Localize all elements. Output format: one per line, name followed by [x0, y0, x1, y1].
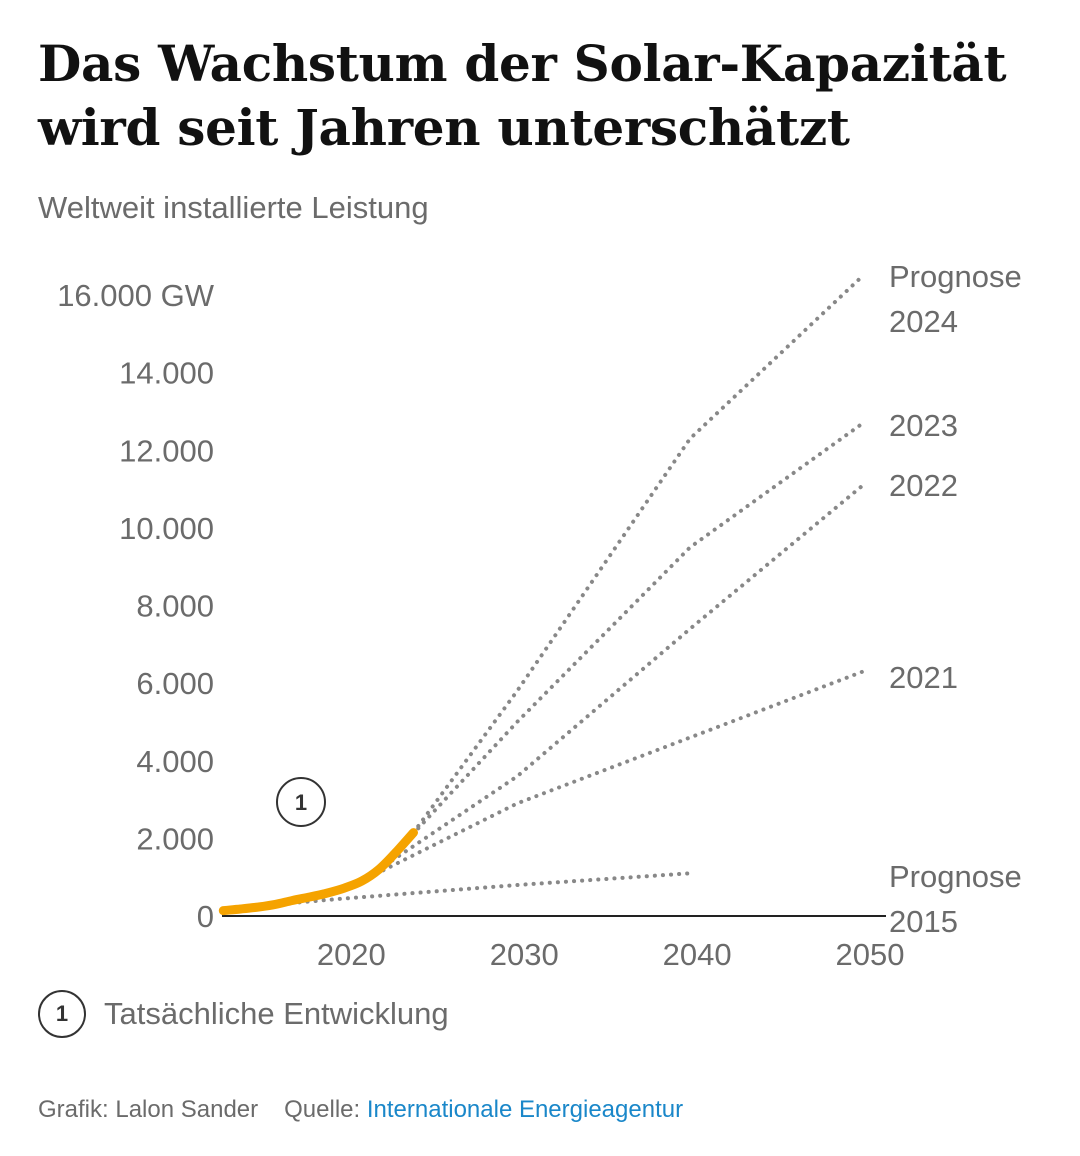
forecast-label: Prognose 2024	[889, 259, 1022, 339]
legend-badge: 1	[38, 990, 86, 1038]
footer: Grafik: Lalon Sander Quelle: Internationa…	[38, 1096, 683, 1124]
y-tick-label: 6.000	[136, 666, 214, 701]
forecast-label: Prognose 2015	[889, 859, 1022, 939]
y-tick-label: 2.000	[136, 821, 214, 856]
annotation-badge-label: 1	[295, 790, 307, 815]
x-tick-label: 2050	[836, 937, 905, 970]
forecast-label: 2023	[889, 408, 958, 443]
forecast-line	[411, 273, 865, 835]
y-tick-label: 0	[197, 899, 214, 934]
x-tick-label: 2040	[663, 937, 732, 970]
legend-label: Tatsächliche Entwicklung	[104, 996, 449, 1031]
y-tick-label: 10.000	[119, 511, 214, 546]
source-link[interactable]: Internationale Energieagentur	[366, 1096, 684, 1123]
forecast-line	[394, 421, 865, 854]
footer-source-prefix: Quelle:	[284, 1096, 361, 1123]
legend: 1 Tatsächliche Entwicklung	[38, 990, 449, 1038]
footer-credit: Grafik: Lalon Sander	[38, 1096, 259, 1123]
forecast-label: 2022	[889, 468, 958, 503]
x-tick-label: 2020	[317, 937, 386, 970]
actual-line	[218, 828, 418, 916]
annotation-badge	[276, 777, 326, 827]
y-tick-label: 14.000	[119, 356, 214, 391]
x-tick-label: 2030	[490, 937, 559, 970]
y-tick-label: 4.000	[136, 744, 214, 779]
forecast-label: 2021	[889, 660, 958, 695]
forecast-line	[359, 669, 865, 884]
y-tick-label: 16.000 GW	[57, 278, 215, 313]
solar-capacity-chart: 0 2.000 4.000 6.000 8.000 10.000 12.000 14.000 1…	[57, 259, 1022, 970]
y-tick-label: 8.000	[136, 589, 214, 624]
chart-subtitle: Weltweit installierte Leistung	[38, 190, 429, 225]
y-tick-label: 12.000	[119, 433, 214, 468]
chart-title: Das Wachstum der Solar-Kapazität wird se…	[38, 34, 1007, 157]
